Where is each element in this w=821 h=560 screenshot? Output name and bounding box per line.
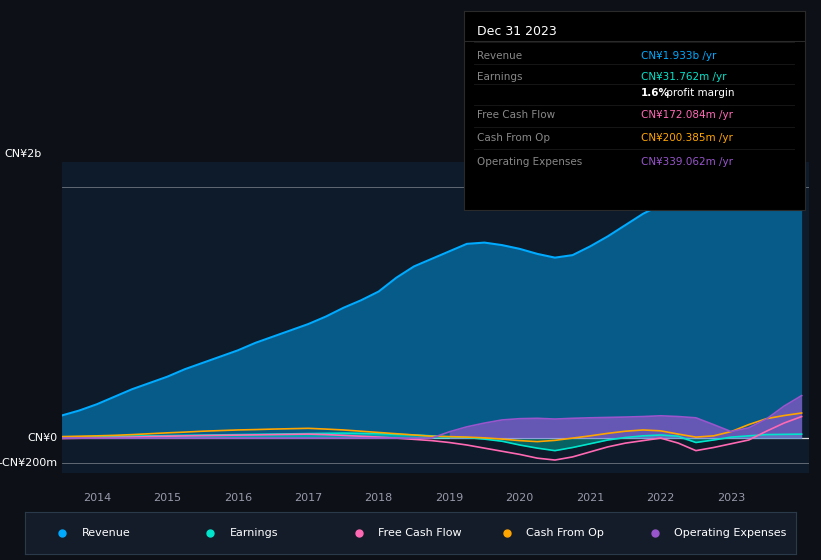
Text: Revenue: Revenue (478, 51, 523, 61)
Text: 1.6%: 1.6% (641, 88, 670, 97)
Text: 2020: 2020 (506, 493, 534, 503)
Text: 2015: 2015 (154, 493, 181, 503)
Text: CN¥172.084m /yr: CN¥172.084m /yr (641, 110, 733, 120)
Text: Earnings: Earnings (478, 72, 523, 82)
Text: Operating Expenses: Operating Expenses (674, 529, 787, 538)
Text: 2021: 2021 (576, 493, 604, 503)
Text: 2019: 2019 (435, 493, 463, 503)
Text: Free Cash Flow: Free Cash Flow (478, 110, 556, 120)
Text: Earnings: Earnings (230, 529, 278, 538)
Text: 2017: 2017 (294, 493, 323, 503)
Text: Operating Expenses: Operating Expenses (478, 157, 583, 167)
Text: -CN¥200m: -CN¥200m (0, 458, 57, 468)
Text: CN¥200.385m /yr: CN¥200.385m /yr (641, 133, 733, 143)
Text: 2016: 2016 (223, 493, 252, 503)
Text: profit margin: profit margin (663, 88, 735, 97)
Text: Cash From Op: Cash From Op (526, 529, 604, 538)
Text: Dec 31 2023: Dec 31 2023 (478, 25, 557, 38)
Text: 2018: 2018 (365, 493, 393, 503)
Text: Free Cash Flow: Free Cash Flow (378, 529, 461, 538)
Text: 2023: 2023 (717, 493, 745, 503)
Text: Revenue: Revenue (81, 529, 131, 538)
Text: CN¥31.762m /yr: CN¥31.762m /yr (641, 72, 727, 82)
Text: CN¥2b: CN¥2b (4, 149, 41, 159)
Text: Cash From Op: Cash From Op (478, 133, 551, 143)
Text: CN¥0: CN¥0 (28, 433, 57, 443)
Text: CN¥339.062m /yr: CN¥339.062m /yr (641, 157, 733, 167)
Text: 2022: 2022 (646, 493, 675, 503)
Text: 2014: 2014 (83, 493, 111, 503)
Text: CN¥1.933b /yr: CN¥1.933b /yr (641, 51, 717, 61)
